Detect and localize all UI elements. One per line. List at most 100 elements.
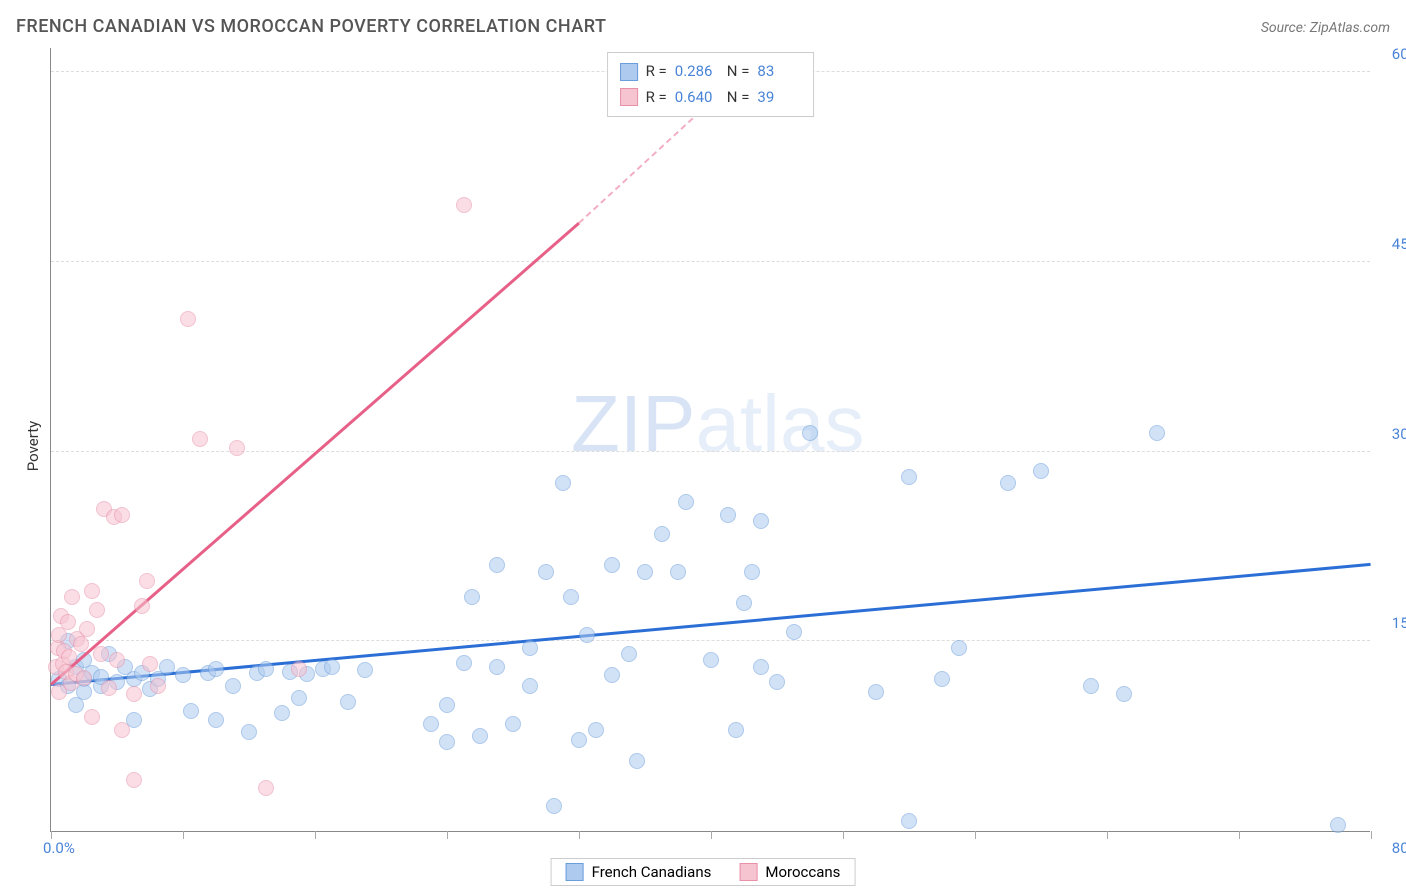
data-point [439, 697, 455, 713]
swatch-icon [620, 63, 638, 81]
r-value: 0.640 [675, 85, 719, 111]
data-point [150, 678, 166, 694]
data-point [84, 709, 100, 725]
x-tick [975, 831, 976, 839]
data-point [538, 564, 554, 580]
data-point [258, 661, 274, 677]
x-tick [1371, 831, 1372, 839]
data-point [175, 667, 191, 683]
data-point [472, 728, 488, 744]
data-point [340, 694, 356, 710]
data-point [456, 655, 472, 671]
data-point [109, 652, 125, 668]
n-label: N = [727, 59, 750, 85]
legend-label: French Canadians [592, 863, 712, 881]
data-point [324, 659, 340, 675]
data-point [183, 703, 199, 719]
data-point [439, 734, 455, 750]
data-point [291, 661, 307, 677]
data-point [64, 589, 80, 605]
x-tick [1107, 831, 1108, 839]
data-point [76, 670, 92, 686]
data-point [670, 564, 686, 580]
data-point [84, 583, 100, 599]
data-point [579, 627, 595, 643]
data-point [1116, 686, 1132, 702]
data-point [464, 589, 480, 605]
data-point [180, 311, 196, 327]
data-point [571, 732, 587, 748]
data-point [208, 712, 224, 728]
x-tick [579, 831, 580, 839]
data-point [621, 646, 637, 662]
data-point [93, 646, 109, 662]
data-point [114, 722, 130, 738]
data-point [753, 513, 769, 529]
stats-row: R = 0.640 N = 39 [620, 85, 802, 111]
data-point [258, 780, 274, 796]
data-point [101, 680, 117, 696]
data-point [522, 678, 538, 694]
data-point [73, 636, 89, 652]
data-point [720, 507, 736, 523]
data-point [291, 690, 307, 706]
data-point [489, 557, 505, 573]
stats-box: R = 0.286 N = 83R = 0.640 N = 39 [607, 52, 815, 117]
legend-label: Moroccans [765, 863, 840, 881]
data-point [588, 722, 604, 738]
data-point [1330, 817, 1346, 833]
data-point [89, 602, 105, 618]
data-point [114, 507, 130, 523]
data-point [951, 640, 967, 656]
swatch-icon [566, 863, 584, 881]
data-point [229, 440, 245, 456]
data-point [134, 598, 150, 614]
y-tick-label: 15.0% [1376, 614, 1406, 632]
data-point [1149, 425, 1165, 441]
swatch-icon [620, 88, 638, 106]
trend-line [50, 222, 580, 685]
y-tick-label: 30.0% [1376, 425, 1406, 443]
data-point [489, 659, 505, 675]
data-point [563, 589, 579, 605]
data-point [505, 716, 521, 732]
data-point [126, 686, 142, 702]
x-tick [711, 831, 712, 839]
data-point [629, 753, 645, 769]
x-min-label: 0.0% [43, 839, 75, 857]
data-point [139, 573, 155, 589]
data-point [60, 614, 76, 630]
data-point [274, 705, 290, 721]
data-point [901, 469, 917, 485]
x-max-label: 80.0% [1392, 839, 1406, 857]
legend: French Canadians Moroccans [551, 858, 856, 886]
data-point [1083, 678, 1099, 694]
stats-row: R =0.286N =83 [620, 59, 802, 85]
plot-area: ZIPatlas 15.0%30.0%45.0%60.0%0.0%80.0%R … [50, 48, 1370, 832]
data-point [241, 724, 257, 740]
n-value: 83 [757, 59, 801, 85]
data-point [79, 621, 95, 637]
gridline [51, 451, 1370, 452]
data-point [159, 659, 175, 675]
x-tick [843, 831, 844, 839]
n-label: N = [727, 85, 750, 111]
data-point [637, 564, 653, 580]
n-value: 39 [757, 85, 801, 111]
data-point [76, 684, 92, 700]
x-tick [51, 831, 52, 839]
data-point [61, 649, 77, 665]
r-label: R = [646, 85, 667, 111]
data-point [126, 772, 142, 788]
data-point [753, 659, 769, 675]
chart-source: Source: ZipAtlas.com [1261, 20, 1390, 36]
data-point [1000, 475, 1016, 491]
data-point [456, 197, 472, 213]
x-tick [1239, 831, 1240, 839]
watermark: ZIPatlas [571, 378, 864, 470]
data-point [546, 798, 562, 814]
data-point [604, 667, 620, 683]
r-value: 0.286 [675, 59, 719, 85]
data-point [604, 557, 620, 573]
gridline [51, 640, 1370, 641]
